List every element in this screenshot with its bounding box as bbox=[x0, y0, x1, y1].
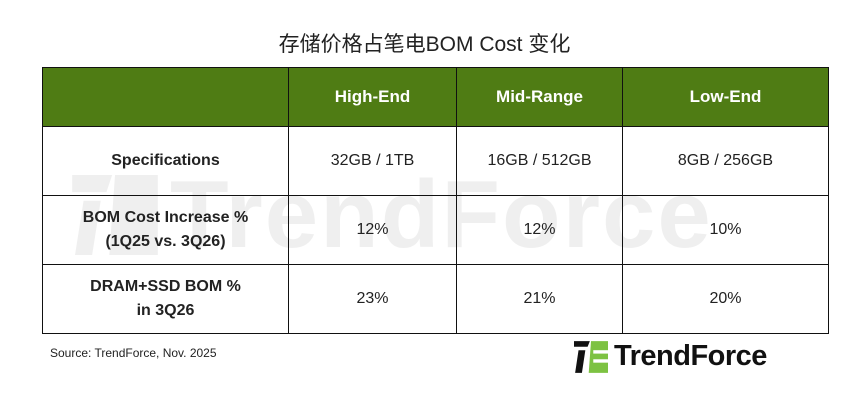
header-empty bbox=[42, 67, 289, 127]
row-label: DRAM+SSD BOM % in 3Q26 bbox=[42, 264, 289, 334]
table-cell: 10% bbox=[622, 195, 829, 265]
row-label-subtext: in 3Q26 bbox=[136, 302, 195, 319]
table-header-row: High-End Mid-Range Low-End bbox=[42, 67, 829, 127]
table-cell: 32GB / 1TB bbox=[288, 126, 457, 196]
table-cell: 20% bbox=[622, 264, 829, 334]
bom-cost-table: High-End Mid-Range Low-End Specification… bbox=[42, 67, 829, 334]
header-mid-range: Mid-Range bbox=[456, 67, 623, 127]
table-row-dram-ssd-bom: DRAM+SSD BOM % in 3Q26 23% 21% 20% bbox=[42, 264, 829, 334]
row-label-subtext: (1Q25 vs. 3Q26) bbox=[105, 233, 226, 250]
table-cell: 21% bbox=[456, 264, 623, 334]
table-cell: 12% bbox=[288, 195, 457, 265]
table-cell: 12% bbox=[456, 195, 623, 265]
table-cell: 23% bbox=[288, 264, 457, 334]
trendforce-logo-icon bbox=[574, 340, 608, 373]
table-row-bom-cost-increase: BOM Cost Increase % (1Q25 vs. 3Q26) 12% 1… bbox=[42, 195, 829, 265]
source-note: Source: TrendForce, Nov. 2025 bbox=[50, 346, 217, 360]
row-label: Specifications bbox=[42, 126, 289, 196]
trendforce-logo: TrendForce bbox=[574, 340, 767, 373]
header-high-end: High-End bbox=[288, 67, 457, 127]
page-title: 存储价格占笔电BOM Cost 变化 bbox=[278, 33, 571, 56]
row-label-text: BOM Cost Increase % bbox=[82, 209, 249, 226]
row-label-text: DRAM+SSD BOM % bbox=[90, 278, 241, 295]
table-cell: 8GB / 256GB bbox=[622, 126, 829, 196]
table-cell: 16GB / 512GB bbox=[456, 126, 623, 196]
row-label: BOM Cost Increase % (1Q25 vs. 3Q26) bbox=[42, 195, 289, 265]
logo-text: TrendForce bbox=[614, 340, 767, 372]
table-row-specifications: Specifications 32GB / 1TB 16GB / 512GB 8… bbox=[42, 126, 829, 196]
header-low-end: Low-End bbox=[622, 67, 829, 127]
row-label-text: Specifications bbox=[111, 152, 220, 169]
